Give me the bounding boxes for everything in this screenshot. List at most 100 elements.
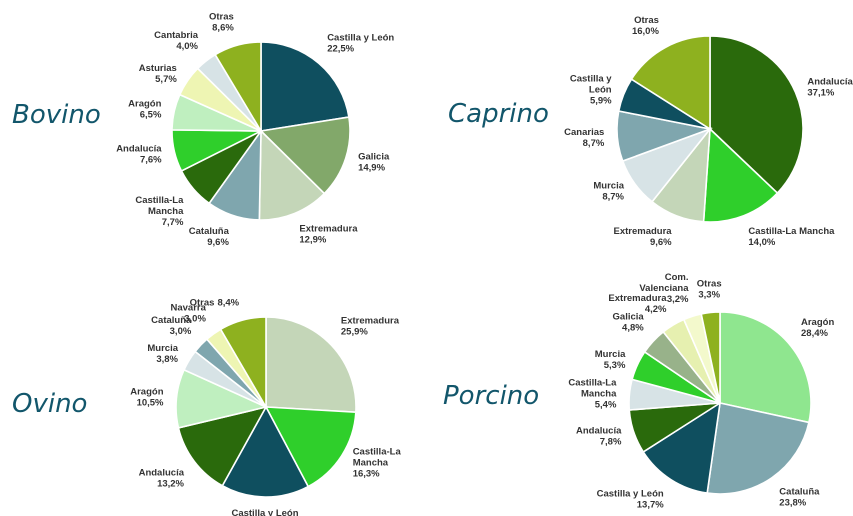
slice-name: Murcia <box>147 343 178 354</box>
slice-name: Castilla y León <box>597 488 664 499</box>
chart-title: Bovino <box>12 100 101 130</box>
slice-value: 4,0% <box>176 41 198 52</box>
slice-label-otras: Otras 8,4% <box>190 298 240 309</box>
slice-value: 7,6% <box>140 154 162 165</box>
slice-label-andalucia: Andalucía 13,2% <box>139 467 185 489</box>
slice-value: 7,8% <box>600 436 622 447</box>
slice-name: Extremadura <box>614 226 673 237</box>
slice-name: Aragón <box>130 387 163 398</box>
slice-value: 8,6% <box>212 23 234 34</box>
slice-label-castilla-y-leon: Castilla y León 5,9% <box>570 74 612 107</box>
slice-name: Aragón <box>801 317 834 328</box>
pie-slice-castilla-y-leon <box>261 42 349 131</box>
slice-name: Mancha <box>148 206 184 217</box>
slice-name: Murcia <box>593 181 624 192</box>
slice-value: 5,4% <box>595 399 617 410</box>
slice-label-otras: Otras 3,3% <box>697 279 722 301</box>
slice-value: 22,5% <box>327 43 354 54</box>
slice-value: 10,5% <box>137 398 164 409</box>
slice-name: Extremadura <box>341 315 400 326</box>
slice-name: Mancha <box>353 458 389 469</box>
slice-label-extremadura: Extremadura 25,9% <box>341 315 400 337</box>
slice-name: Cantabria <box>154 30 199 41</box>
slice-label-castilla-y-leon: Castilla y León 22,5% <box>327 32 394 54</box>
slice-label-aragon: Aragón 28,4% <box>801 317 834 339</box>
slice-label-castilla-la-mancha: Castilla-La Mancha 7,7% <box>135 195 184 228</box>
slice-name: Andalucía <box>576 425 622 436</box>
slice-name: Cataluña <box>189 226 230 237</box>
slice-value: 23,8% <box>779 497 806 508</box>
slice-value: 16,3% <box>353 469 380 480</box>
slice-value: 13,7% <box>637 499 664 510</box>
slice-name: Galicia <box>358 152 390 163</box>
slice-name: Valenciana <box>639 283 689 294</box>
slice-value: 13,2% <box>157 478 184 489</box>
slice-name: Mancha <box>581 388 617 399</box>
slice-label-extremadura: Extremadura 9,6% <box>614 226 673 248</box>
slice-name: Castilla-La <box>568 377 617 388</box>
slice-label-castilla-la-mancha: Castilla-La Mancha 14,0% <box>748 226 835 248</box>
slice-value: 6,5% <box>140 110 162 121</box>
slice-name: Otras <box>697 279 722 290</box>
slice-value: 3,3% <box>698 290 720 301</box>
slice-name: Castilla y León <box>327 32 394 43</box>
slice-name: Andalucía <box>807 77 853 88</box>
slice-name: Otras <box>209 12 234 23</box>
slice-name: Castilla y León <box>231 508 298 516</box>
slice-value: 3,2% <box>667 294 689 305</box>
slice-name: Castilla-La <box>135 195 184 206</box>
slice-value: 12,9% <box>299 235 326 246</box>
slice-label-canarias: Canarias 8,7% <box>564 127 605 149</box>
pie-chart-ovino: Ovino Extremadura 25,9% Castilla-La Mancha 16… <box>12 298 401 516</box>
slice-label-otras: Otras 16,0% <box>632 15 659 37</box>
slice-value: 3,0% <box>170 326 192 337</box>
slice-value: 9,6% <box>207 237 229 248</box>
slice-name: Extremadura <box>299 224 358 235</box>
slice-label-cantabria: Cantabria 4,0% <box>154 30 199 52</box>
slice-value: 8,4% <box>217 298 239 309</box>
slice-name: Andalucía <box>139 467 185 478</box>
slice-value: 7,7% <box>162 217 184 228</box>
slice-value: 8,7% <box>602 192 624 203</box>
slice-name: Com. <box>665 272 689 283</box>
slice-label-murcia: Murcia 3,8% <box>147 343 178 365</box>
slice-name: Murcia <box>595 349 626 360</box>
slice-label-cataluna: Cataluña 23,8% <box>779 486 820 508</box>
slice-name: Andalucía <box>116 143 162 154</box>
slice-name: Aragón <box>128 99 161 110</box>
slice-label-andalucia: Andalucía 37,1% <box>807 77 853 99</box>
slice-label-castilla-y-leon: Castilla y León 13,7% <box>597 488 665 510</box>
slice-label-galicia: Galicia 14,9% <box>358 152 390 174</box>
slice-label-castilla-la-mancha: Castilla-La Mancha 16,3% <box>353 447 402 480</box>
slice-value: 8,7% <box>583 138 605 149</box>
slice-label-extremadura: Extremadura 12,9% <box>299 224 358 246</box>
slice-value: 25,9% <box>341 326 368 337</box>
slice-name: Otras <box>190 298 215 309</box>
slice-value: 16,0% <box>632 26 659 37</box>
slice-label-castilla-y-leon: Castilla y León15,8% <box>231 508 298 516</box>
slice-name: Castilla-La Mancha <box>748 226 835 237</box>
slice-name: Otras <box>634 15 659 26</box>
slice-value: 37,1% <box>807 88 834 99</box>
slice-label-aragon: Aragón 6,5% <box>128 99 162 121</box>
slice-value: 14,9% <box>358 163 385 174</box>
slice-name: Canarias <box>564 127 604 138</box>
slice-value: 28,4% <box>801 328 828 339</box>
slice-label-murcia: Murcia 5,3% <box>595 349 626 371</box>
chart-title: Ovino <box>12 389 87 419</box>
slice-label-cataluna: Cataluña 9,6% <box>189 226 230 248</box>
chart-title: Porcino <box>443 381 539 411</box>
slice-value: 5,7% <box>155 74 177 85</box>
slice-label-asturias: Asturias 5,7% <box>139 63 178 85</box>
slice-value: 4,8% <box>622 322 644 333</box>
slice-label-galicia: Galicia 4,8% <box>613 311 645 333</box>
pie-chart-porcino: Porcino Aragón 28,4% Cataluña 23,8% Castilla … <box>443 272 834 511</box>
slice-label-andalucia: Andalucía 7,6% <box>116 143 162 165</box>
slice-name: Castilla-La <box>353 447 402 458</box>
slice-name: Extremadura <box>608 293 667 304</box>
slice-label-andalucia: Andalucía 7,8% <box>576 425 622 447</box>
slice-label-castilla-la-mancha: Castilla-La Mancha 5,4% <box>568 377 617 410</box>
slice-label-otras: Otras 8,6% <box>209 12 234 34</box>
